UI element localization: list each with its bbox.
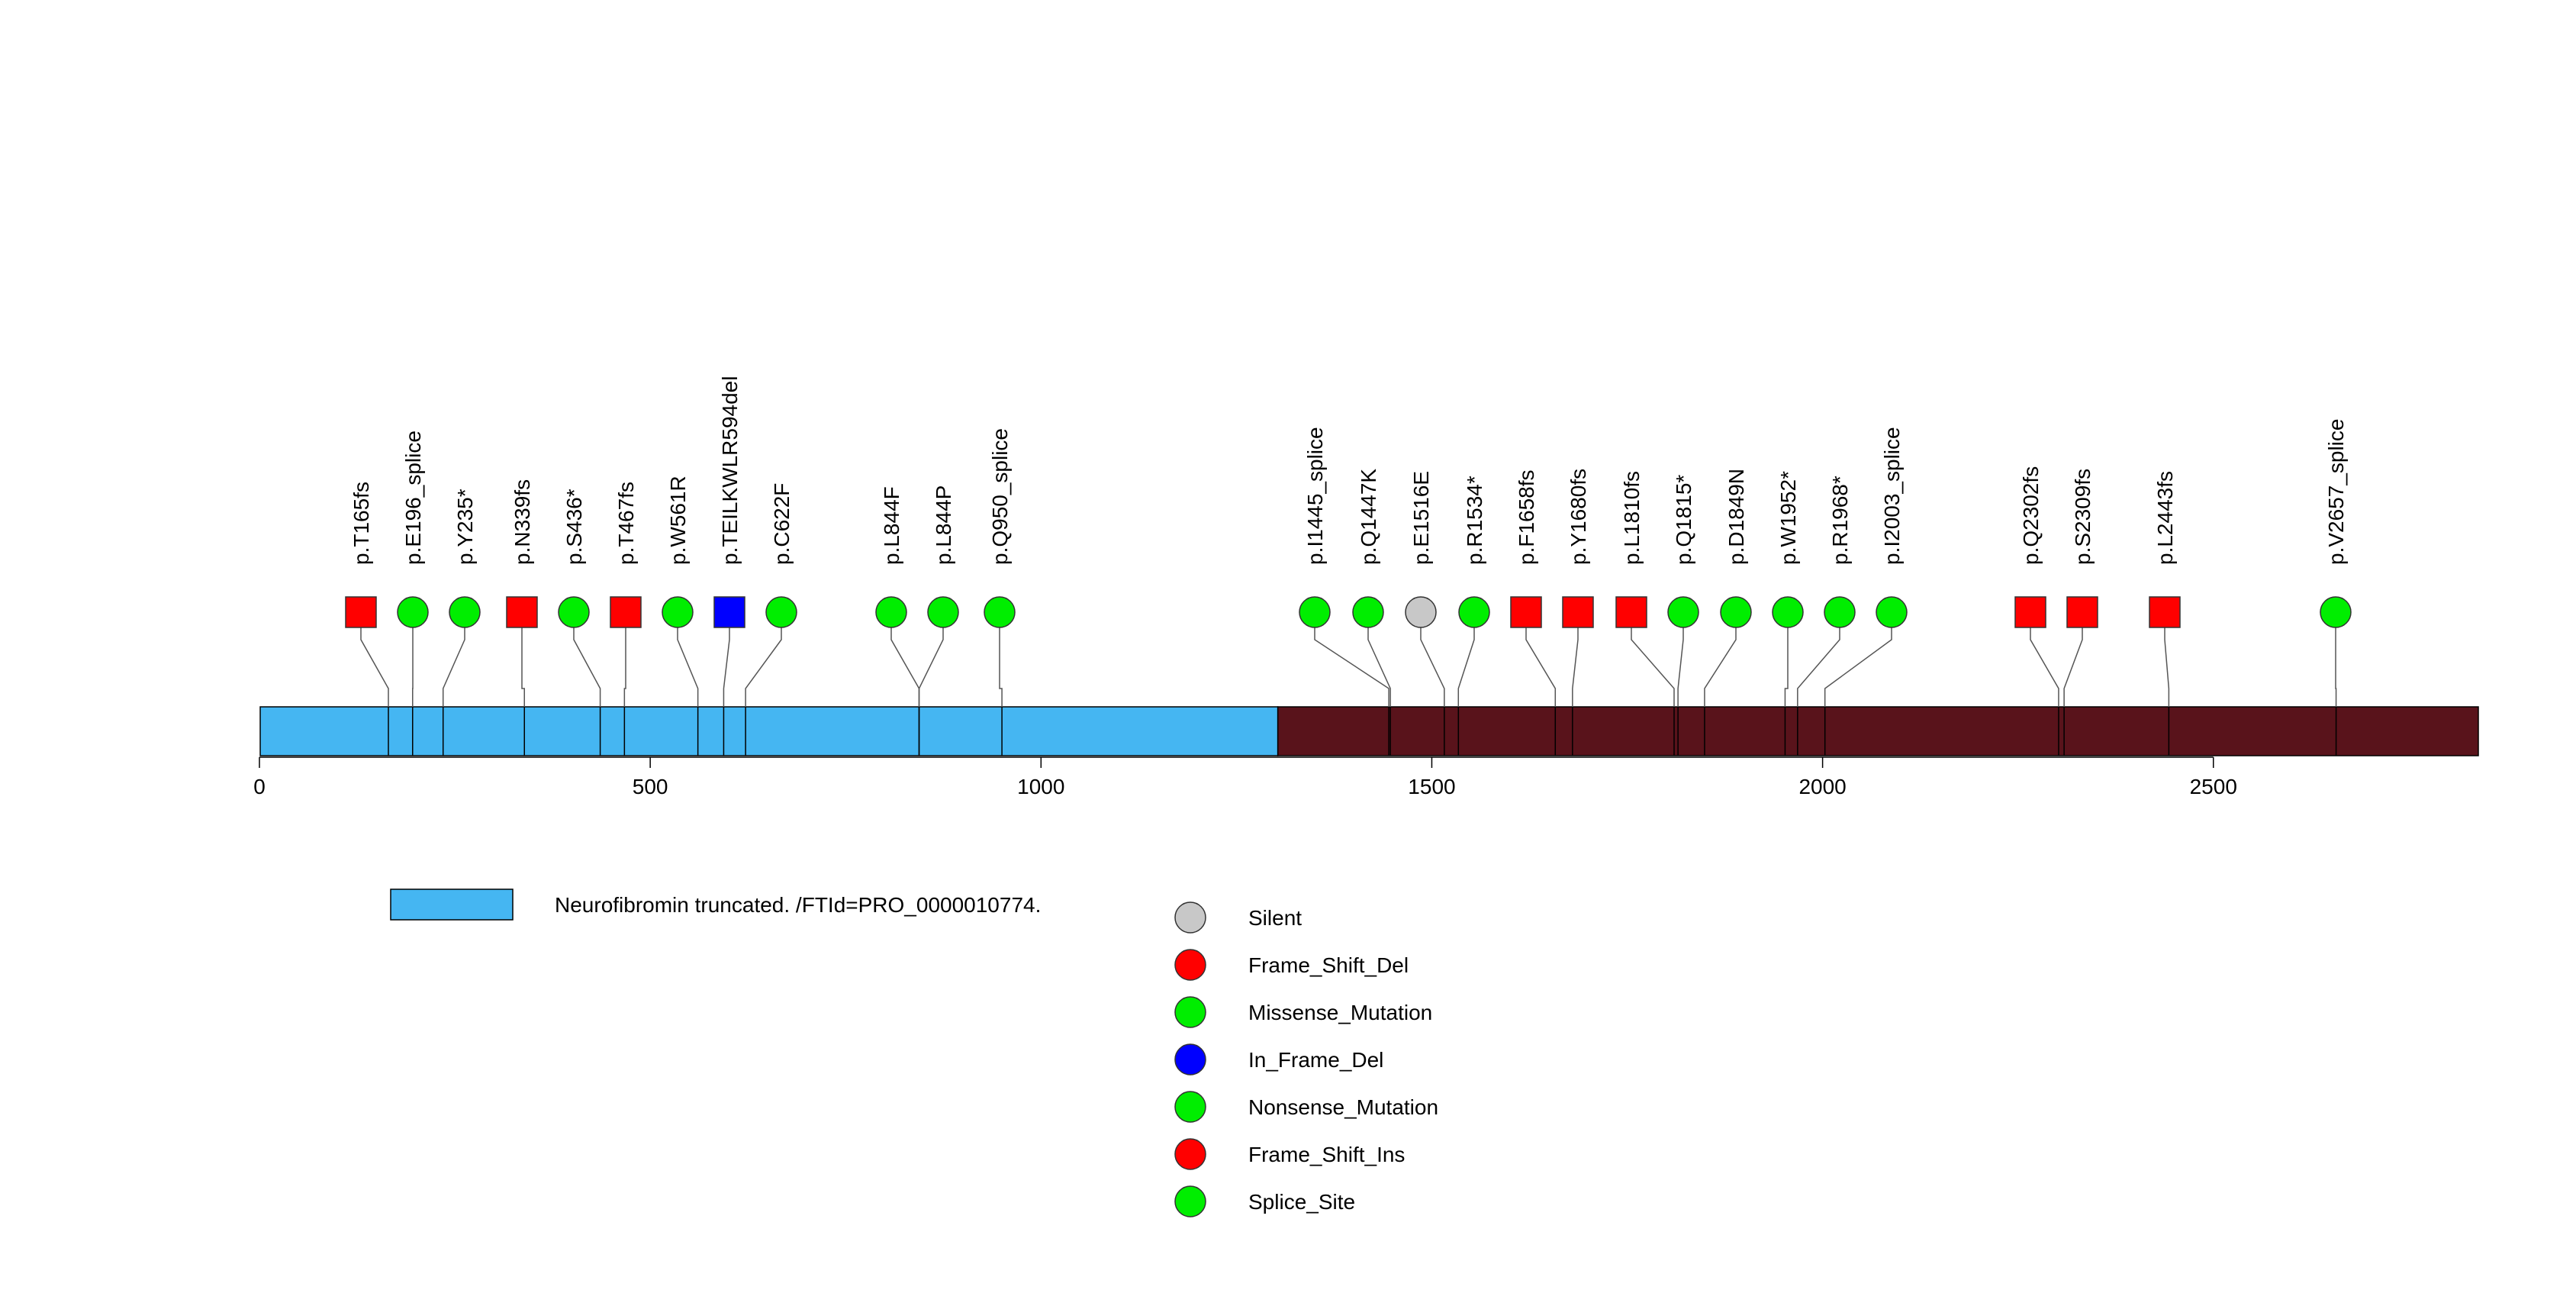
legend-type-label-2: Missense_Mutation xyxy=(1248,1001,1432,1024)
mutation-label-9: p.L844F xyxy=(880,486,903,565)
mutation-label-26: p.L2443fs xyxy=(2153,471,2177,565)
mutation-marker-circle-6 xyxy=(662,596,694,628)
mutation-label-2: p.Y235* xyxy=(453,489,477,565)
legend-type-swatch-2 xyxy=(1174,996,1206,1028)
mutation-label-3: p.N339fs xyxy=(510,479,534,565)
mutation-marker-circle-14 xyxy=(1405,596,1437,628)
mutation-marker-square-5 xyxy=(610,596,642,628)
mutation-marker-circle-20 xyxy=(1720,596,1752,628)
mutation-marker-square-26 xyxy=(2149,596,2181,628)
mutation-label-6: p.W561R xyxy=(666,476,690,565)
mutation-marker-circle-8 xyxy=(765,596,797,628)
mutation-label-18: p.L1810fs xyxy=(1620,471,1644,565)
domain-bar-0 xyxy=(259,706,1279,756)
mutation-marker-square-25 xyxy=(2066,596,2098,628)
legend-domain-swatch-0 xyxy=(390,888,514,921)
mutation-label-5: p.T467fs xyxy=(614,482,638,565)
mutation-marker-circle-27 xyxy=(2320,596,2352,628)
stem-line-21 xyxy=(1784,612,1789,707)
mutation-label-12: p.I1445_splice xyxy=(1303,427,1327,565)
mutation-label-23: p.I2003_splice xyxy=(1880,427,1904,565)
mutation-label-24: p.Q2302fs xyxy=(2019,466,2043,565)
mutation-marker-circle-9 xyxy=(875,596,907,628)
mutation-markers xyxy=(345,596,2352,628)
mutation-label-11: p.Q950_splice xyxy=(988,428,1012,565)
x-tick-label-0: 0 xyxy=(253,775,266,798)
x-axis: 0 500 1000 1500 2000 2500 xyxy=(253,756,2237,798)
legend-type-label-0: Silent xyxy=(1248,906,1302,930)
mutation-label-0: p.T165fs xyxy=(349,482,373,565)
mutation-marker-circle-22 xyxy=(1824,596,1856,628)
legend-type-label-5: Frame_Shift_Ins xyxy=(1248,1143,1405,1166)
mutation-marker-circle-13 xyxy=(1352,596,1384,628)
legend-type-swatch-1 xyxy=(1174,949,1206,981)
mutation-label-27: p.V2657_splice xyxy=(2324,419,2348,565)
mutation-marker-circle-4 xyxy=(558,596,590,628)
mutation-labels: p.T165fs p.E196_splice p.Y235* p.N339fs p.S4… xyxy=(349,376,2348,565)
mutation-label-10: p.L844P xyxy=(932,485,955,565)
stem-line-11 xyxy=(999,612,1003,707)
mutation-label-19: p.Q1815* xyxy=(1672,475,1695,565)
mutation-marker-square-24 xyxy=(2014,596,2046,628)
mutation-marker-circle-12 xyxy=(1299,596,1331,628)
legend-type-swatch-4 xyxy=(1174,1091,1206,1123)
mutation-marker-circle-15 xyxy=(1458,596,1490,628)
mutation-marker-circle-21 xyxy=(1772,596,1804,628)
mutation-label-20: p.D1849N xyxy=(1724,469,1748,565)
stem-line-3 xyxy=(521,612,525,707)
mutation-marker-square-16 xyxy=(1510,596,1542,628)
legend-type-swatch-5 xyxy=(1174,1138,1206,1170)
mutation-label-16: p.F1658fs xyxy=(1515,469,1538,565)
legend-domain-label-0: Neurofibromin truncated. /FTId=PRO_00000… xyxy=(555,893,1041,917)
mutation-label-21: p.W1952* xyxy=(1776,471,1800,565)
mutation-label-25: p.S2309fs xyxy=(2071,469,2095,565)
mutation-label-13: p.Q1447K xyxy=(1357,469,1380,565)
protein-domain-track xyxy=(259,706,2479,756)
legend-type-label-6: Splice_Site xyxy=(1248,1190,1355,1214)
mutation-label-15: p.R1534* xyxy=(1463,476,1486,565)
mutation-label-1: p.E196_splice xyxy=(401,431,425,565)
x-tick-label-3: 1500 xyxy=(1408,775,1455,798)
mutation-marker-square-17 xyxy=(1562,596,1594,628)
x-tick-label-4: 2000 xyxy=(1798,775,1846,798)
mutation-marker-square-7 xyxy=(713,596,745,628)
mutation-label-4: p.S436* xyxy=(562,489,586,565)
mutation-label-8: p.C622F xyxy=(770,483,794,565)
mutation-marker-circle-11 xyxy=(984,596,1016,628)
mutation-marker-square-3 xyxy=(506,596,538,628)
legend-type-swatch-3 xyxy=(1174,1043,1206,1076)
mutation-marker-circle-19 xyxy=(1667,596,1699,628)
x-tick-label-2: 1000 xyxy=(1017,775,1064,798)
mutation-label-7: p.TEILKWLR594del xyxy=(718,376,742,565)
mutation-marker-circle-10 xyxy=(927,596,959,628)
mutation-label-22: p.R1968* xyxy=(1828,476,1852,565)
mutation-marker-circle-2 xyxy=(449,596,481,628)
x-tick-label-5: 2500 xyxy=(2190,775,2237,798)
mutation-marker-square-0 xyxy=(345,596,377,628)
domain-bar-1 xyxy=(1277,706,2479,756)
legend-type-swatch-6 xyxy=(1174,1185,1206,1217)
stem-line-5 xyxy=(623,612,626,707)
x-tick-label-1: 500 xyxy=(633,775,668,798)
mutation-marker-circle-23 xyxy=(1876,596,1908,628)
legend-type-label-1: Frame_Shift_Del xyxy=(1248,953,1409,977)
legend-type-label-3: In_Frame_Del xyxy=(1248,1048,1383,1072)
legend-type-label-4: Nonsense_Mutation xyxy=(1248,1095,1438,1119)
mutation-marker-square-18 xyxy=(1615,596,1647,628)
legend-type-swatch-0 xyxy=(1174,901,1206,934)
mutation-marker-circle-1 xyxy=(397,596,429,628)
legend: Neurofibromin truncated. /FTId=PRO_00000… xyxy=(390,888,1438,1217)
mutation-label-14: p.E1516E xyxy=(1409,471,1433,565)
mutation-label-17: p.Y1680fs xyxy=(1567,469,1590,565)
